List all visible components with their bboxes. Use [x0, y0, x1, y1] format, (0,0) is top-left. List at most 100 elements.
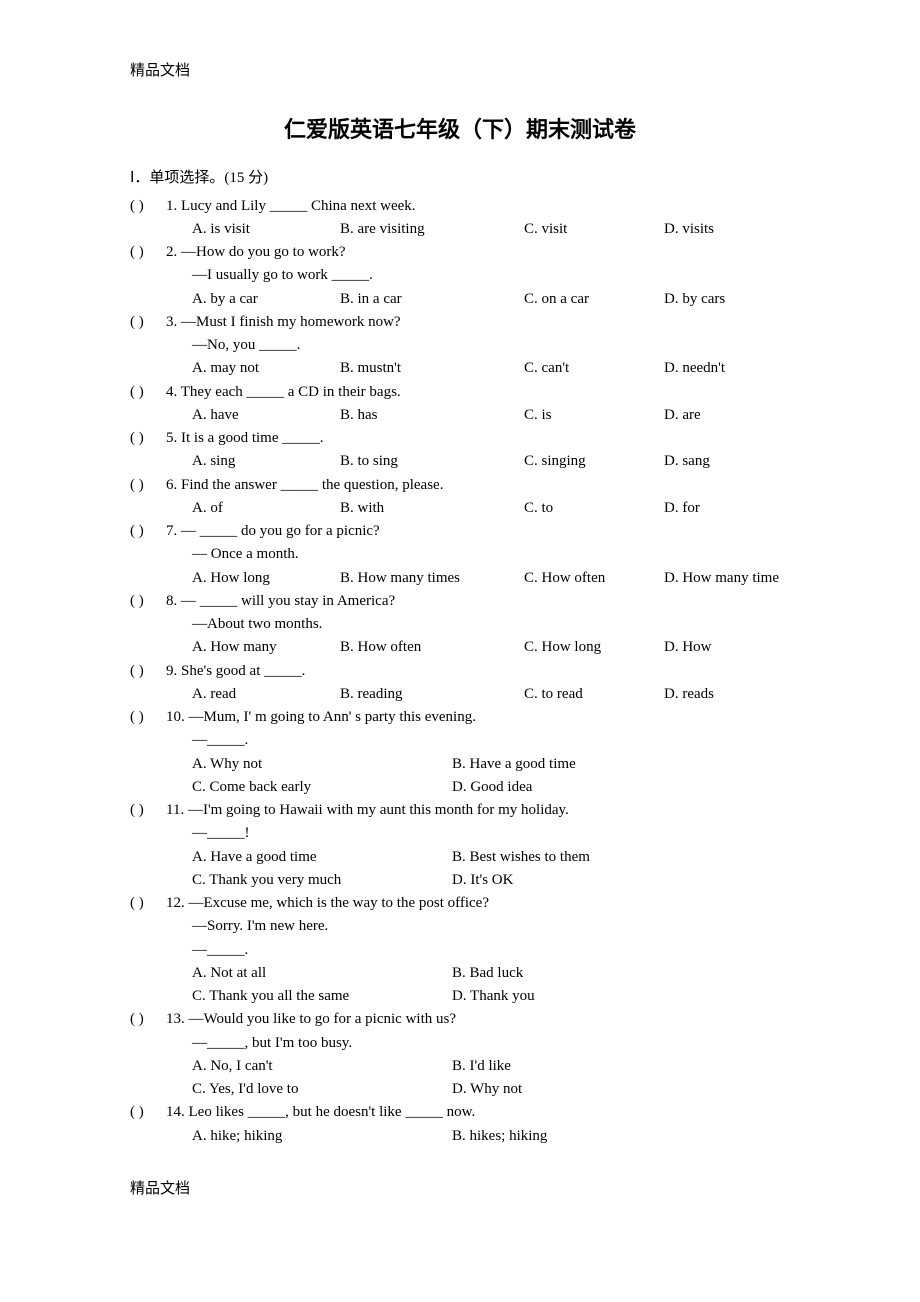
option-d[interactable]: D. How — [664, 636, 712, 659]
answer-blank[interactable]: ( ) — [130, 241, 166, 264]
option-right[interactable]: D. Why not — [452, 1078, 522, 1101]
answer-blank[interactable]: ( ) — [130, 195, 166, 218]
option-left[interactable]: A. No, I can't — [192, 1055, 452, 1078]
option-c[interactable]: C. is — [524, 404, 664, 427]
question-stem: 14. Leo likes _____, but he doesn't like… — [166, 1101, 790, 1124]
option-right[interactable]: B. hikes; hiking — [452, 1125, 547, 1148]
option-c[interactable]: C. can't — [524, 357, 664, 380]
options-row: A. singB. to singC. singingD. sang — [130, 450, 790, 473]
question-line: ( )3. —Must I finish my homework now? — [130, 311, 790, 334]
question: ( )3. —Must I finish my homework now?—No… — [130, 311, 790, 381]
option-left[interactable]: A. hike; hiking — [192, 1125, 452, 1148]
option-right[interactable]: B. I'd like — [452, 1055, 511, 1078]
question-line: ( )4. They each _____ a CD in their bags… — [130, 381, 790, 404]
option-a[interactable]: A. by a car — [192, 288, 340, 311]
question-extra-line: —_____. — [130, 729, 790, 752]
option-b[interactable]: B. How often — [340, 636, 524, 659]
question: ( )9. She's good at _____.A. readB. read… — [130, 660, 790, 707]
option-c[interactable]: C. on a car — [524, 288, 664, 311]
option-left[interactable]: C. Thank you all the same — [192, 985, 452, 1008]
question-line: ( )1. Lucy and Lily _____ China next wee… — [130, 195, 790, 218]
option-b[interactable]: B. in a car — [340, 288, 524, 311]
option-right[interactable]: D. Thank you — [452, 985, 535, 1008]
question: ( )6. Find the answer _____ the question… — [130, 474, 790, 521]
section-heading: Ⅰ．单项选择。(15 分) — [130, 167, 790, 190]
option-d[interactable]: D. visits — [664, 218, 714, 241]
option-right[interactable]: B. Best wishes to them — [452, 846, 590, 869]
answer-blank[interactable]: ( ) — [130, 590, 166, 613]
option-c[interactable]: C. How long — [524, 636, 664, 659]
option-a[interactable]: A. of — [192, 497, 340, 520]
answer-blank[interactable]: ( ) — [130, 427, 166, 450]
option-d[interactable]: D. sang — [664, 450, 710, 473]
option-c[interactable]: C. visit — [524, 218, 664, 241]
options-row: A. by a carB. in a carC. on a carD. by c… — [130, 288, 790, 311]
question-extra-line: —I usually go to work _____. — [130, 264, 790, 287]
question: ( )12. —Excuse me, which is the way to t… — [130, 892, 790, 1008]
options-row: A. No, I can'tB. I'd like — [130, 1055, 790, 1078]
option-c[interactable]: C. singing — [524, 450, 664, 473]
option-b[interactable]: B. reading — [340, 683, 524, 706]
option-a[interactable]: A. How many — [192, 636, 340, 659]
option-d[interactable]: D. by cars — [664, 288, 725, 311]
answer-blank[interactable]: ( ) — [130, 474, 166, 497]
option-d[interactable]: D. for — [664, 497, 700, 520]
option-a[interactable]: A. is visit — [192, 218, 340, 241]
option-d[interactable]: D. reads — [664, 683, 714, 706]
options-row: A. How manyB. How oftenC. How longD. How — [130, 636, 790, 659]
option-b[interactable]: B. has — [340, 404, 524, 427]
option-right[interactable]: D. Good idea — [452, 776, 532, 799]
option-b[interactable]: B. to sing — [340, 450, 524, 473]
question-extra-line: —About two months. — [130, 613, 790, 636]
options-row: C. Thank you very muchD. It's OK — [130, 869, 790, 892]
options-row: A. hike; hikingB. hikes; hiking — [130, 1125, 790, 1148]
question-stem: 8. — _____ will you stay in America? — [166, 590, 790, 613]
question-line: ( )13. —Would you like to go for a picni… — [130, 1008, 790, 1031]
option-left[interactable]: C. Thank you very much — [192, 869, 452, 892]
answer-blank[interactable]: ( ) — [130, 381, 166, 404]
option-d[interactable]: D. How many time — [664, 567, 779, 590]
answer-blank[interactable]: ( ) — [130, 520, 166, 543]
option-left[interactable]: C. Come back early — [192, 776, 452, 799]
answer-blank[interactable]: ( ) — [130, 799, 166, 822]
answer-blank[interactable]: ( ) — [130, 706, 166, 729]
option-b[interactable]: B. with — [340, 497, 524, 520]
option-d[interactable]: D. needn't — [664, 357, 725, 380]
option-b[interactable]: B. mustn't — [340, 357, 524, 380]
option-b[interactable]: B. How many times — [340, 567, 524, 590]
question-line: ( )5. It is a good time _____. — [130, 427, 790, 450]
options-row: A. Not at allB. Bad luck — [130, 962, 790, 985]
answer-blank[interactable]: ( ) — [130, 1101, 166, 1124]
question-stem: 13. —Would you like to go for a picnic w… — [166, 1008, 790, 1031]
question-line: ( )10. —Mum, I' m going to Ann' s party … — [130, 706, 790, 729]
option-left[interactable]: A. Have a good time — [192, 846, 452, 869]
page: 精品文档 仁爱版英语七年级（下）期末测试卷 Ⅰ．单项选择。(15 分) ( )1… — [0, 0, 920, 1241]
option-a[interactable]: A. have — [192, 404, 340, 427]
option-c[interactable]: C. How often — [524, 567, 664, 590]
option-a[interactable]: A. How long — [192, 567, 340, 590]
question-extra-line: —Sorry. I'm new here. — [130, 915, 790, 938]
answer-blank[interactable]: ( ) — [130, 660, 166, 683]
option-left[interactable]: A. Not at all — [192, 962, 452, 985]
option-a[interactable]: A. may not — [192, 357, 340, 380]
options-row: A. ofB. withC. toD. for — [130, 497, 790, 520]
question-stem: 7. — _____ do you go for a picnic? — [166, 520, 790, 543]
answer-blank[interactable]: ( ) — [130, 311, 166, 334]
option-right[interactable]: B. Have a good time — [452, 753, 576, 776]
option-c[interactable]: C. to read — [524, 683, 664, 706]
option-right[interactable]: D. It's OK — [452, 869, 513, 892]
answer-blank[interactable]: ( ) — [130, 892, 166, 915]
question: ( )2. —How do you go to work?—I usually … — [130, 241, 790, 311]
question-line: ( )8. — _____ will you stay in America? — [130, 590, 790, 613]
question: ( )13. —Would you like to go for a picni… — [130, 1008, 790, 1101]
answer-blank[interactable]: ( ) — [130, 1008, 166, 1031]
option-b[interactable]: B. are visiting — [340, 218, 524, 241]
option-left[interactable]: A. Why not — [192, 753, 452, 776]
option-d[interactable]: D. are — [664, 404, 701, 427]
option-a[interactable]: A. sing — [192, 450, 340, 473]
option-a[interactable]: A. read — [192, 683, 340, 706]
option-left[interactable]: C. Yes, I'd love to — [192, 1078, 452, 1101]
question-extra-line: —_____, but I'm too busy. — [130, 1032, 790, 1055]
option-c[interactable]: C. to — [524, 497, 664, 520]
option-right[interactable]: B. Bad luck — [452, 962, 523, 985]
